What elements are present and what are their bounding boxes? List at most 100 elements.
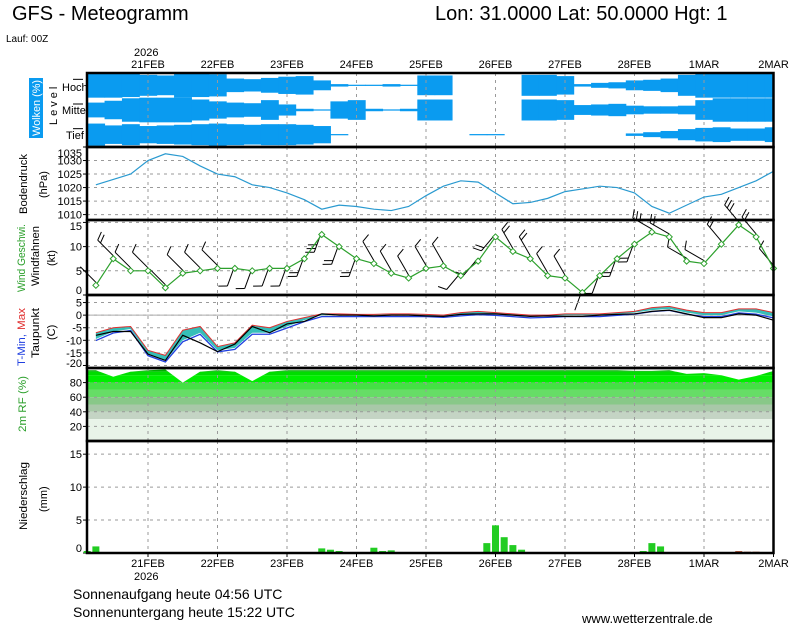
cloud-cover-mittel (121, 98, 140, 122)
tick-label: 60 (70, 392, 82, 404)
rh-fill-band (87, 411, 774, 420)
wind-barb (114, 251, 131, 269)
sunrise-text: Sonnenaufgang heute 04:56 UTC (73, 586, 282, 602)
dewpoint-label: Taupunkt (30, 308, 42, 358)
day-label-top: 22FEB (201, 59, 235, 71)
precip-bar (483, 543, 491, 553)
wind-speed-marker (648, 228, 656, 236)
cloud-cover-hoch (556, 76, 575, 95)
cloud-cover-hoch (243, 79, 262, 92)
cloud-cover-tief (139, 126, 158, 144)
cloud-cover-hoch (295, 76, 314, 95)
wind-speed-marker (665, 233, 673, 241)
wind-barb (166, 254, 184, 271)
cloud-cover-tief (660, 130, 679, 139)
wind-barb-feather (472, 247, 482, 252)
day-label-top: 25FEB (409, 59, 443, 71)
cloud-cover-mittel (174, 97, 192, 123)
tick-label: 1030 (58, 156, 82, 168)
wind-speed-marker (613, 255, 621, 263)
tmin-label: T-Min, (16, 334, 28, 366)
clouds-label-bg (29, 78, 43, 138)
wind-barb (553, 255, 566, 276)
wind-speed-marker (231, 264, 239, 273)
cloud-cover-hoch (121, 73, 140, 98)
wind-speed-label: Wind Geschwi. (16, 224, 28, 292)
cloud-cover-hoch (139, 74, 158, 96)
wind-barb-feather (649, 213, 653, 224)
wind-speed-marker (283, 264, 291, 273)
cloud-cover-hoch (399, 84, 418, 86)
tick-label: -5 (72, 323, 82, 335)
level-hoch: Hoch (62, 82, 88, 94)
day-label-top: 23FEB (270, 59, 304, 71)
cloud-cover-hoch (747, 73, 766, 98)
day-label-bottom: 22FEB (201, 558, 235, 570)
tick-label: 5 (76, 266, 82, 278)
wind-barb (758, 248, 774, 266)
tick-label: 10 (70, 482, 82, 494)
cloud-cover-mittel (643, 106, 662, 114)
day-label-bottom: 1MAR (689, 558, 720, 570)
cloud-cover-mittel (295, 108, 314, 112)
precip-bar (518, 549, 526, 553)
day-label-bottom: 2MAR (758, 558, 789, 570)
wind-barb (501, 229, 514, 249)
tick-label: 0 (76, 285, 82, 297)
wind-speed-marker (352, 255, 361, 263)
year-label-top: 2026 (134, 47, 158, 59)
wind-barb-feather (184, 243, 189, 253)
wind-speed-marker (630, 240, 639, 248)
wind-speed-marker (735, 221, 743, 229)
precip-bar (92, 546, 100, 553)
site-link[interactable]: www.wetterzentrale.de (581, 611, 713, 625)
cloud-cover-tief (486, 134, 505, 136)
tick-label: 15 (70, 449, 82, 461)
precip-unit: (mm) (38, 486, 50, 512)
wind-barb (97, 239, 114, 257)
level-label: Level (48, 84, 60, 125)
wind-speed-marker (596, 271, 604, 280)
wind-speed-marker (526, 255, 534, 263)
cloud-cover-hoch (104, 73, 123, 98)
cloud-cover-hoch (156, 75, 175, 96)
wind-speed-marker (335, 242, 343, 251)
cloud-cover-mittel (608, 103, 627, 117)
wind-barb-feather (518, 229, 526, 237)
rh-fill-band (87, 369, 774, 372)
cloud-cover-tief (643, 132, 662, 138)
tmin-line (95, 309, 774, 363)
tmax-label: Max (16, 307, 28, 330)
cloud-cover-mittel (156, 97, 175, 123)
chart-title: GFS - Meteogramm (12, 3, 189, 25)
wind-speed-marker (300, 255, 309, 263)
day-label-bottom: 24FEB (340, 558, 374, 570)
cloud-cover-tief (625, 133, 644, 136)
wind-speed-marker (265, 264, 274, 273)
wind-barb-feather (726, 199, 732, 209)
cloud-cover-mittel (399, 108, 418, 112)
wind-barb (379, 250, 392, 271)
cloud-cover-mittel (660, 106, 679, 114)
wind-barb-feather (729, 202, 735, 212)
wind-barb-feather (632, 209, 635, 219)
cloud-cover-mittel (591, 104, 609, 116)
wind-barb-feather (536, 246, 543, 254)
rh-fill-band (87, 371, 774, 376)
cloud-cover-mittel (712, 98, 731, 122)
tick-label: 1035 (58, 148, 82, 160)
wind-speed-marker (179, 269, 187, 277)
level-tief: Tief (66, 130, 85, 142)
wind-barb (706, 224, 722, 242)
panel-frame-pres (85, 145, 775, 222)
precip-bar (370, 547, 378, 553)
wind-speed-marker (717, 240, 726, 248)
cloud-cover-hoch (191, 73, 210, 98)
cloud-cover-tief (260, 124, 279, 146)
cloud-cover-hoch (521, 74, 540, 96)
panels: 101010151020102510301035051015-20-15-10-… (58, 59, 789, 570)
rh-fill-band (87, 375, 774, 383)
cloud-cover-tief (747, 128, 766, 141)
dewpoint-line (95, 309, 774, 362)
wind-barb-feather (741, 208, 747, 218)
